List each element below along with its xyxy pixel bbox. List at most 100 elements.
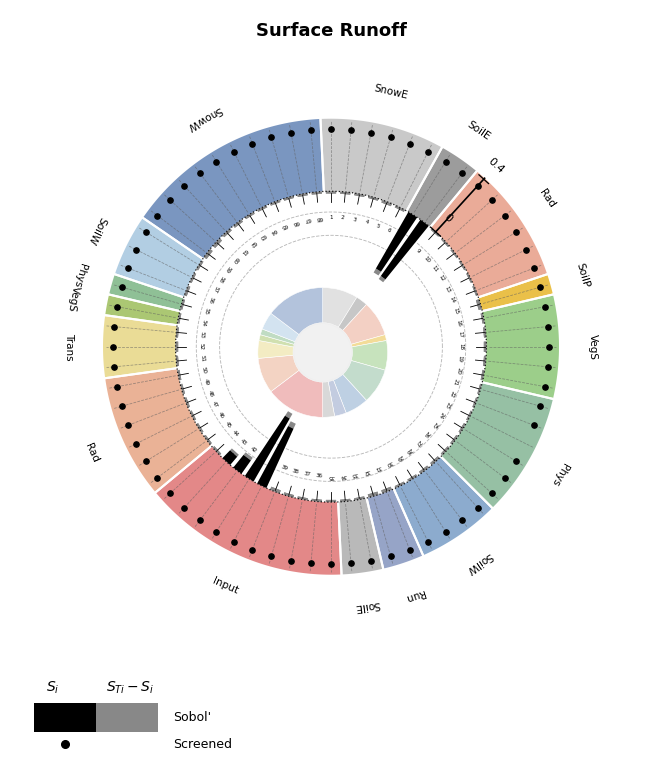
Text: 52: 52 — [199, 343, 204, 351]
Polygon shape — [288, 421, 296, 429]
Text: SnowE: SnowE — [373, 83, 409, 101]
Text: 8: 8 — [406, 240, 412, 246]
Wedge shape — [260, 329, 323, 352]
Polygon shape — [354, 193, 365, 197]
Polygon shape — [431, 229, 440, 237]
Text: 29: 29 — [395, 453, 403, 461]
Polygon shape — [481, 313, 485, 324]
Text: 28: 28 — [404, 446, 413, 454]
Polygon shape — [312, 499, 322, 502]
Polygon shape — [244, 453, 253, 460]
Polygon shape — [283, 196, 294, 200]
Polygon shape — [143, 119, 324, 259]
Polygon shape — [270, 487, 281, 494]
Polygon shape — [483, 294, 559, 399]
Text: 55: 55 — [203, 307, 210, 315]
Polygon shape — [312, 191, 322, 194]
Polygon shape — [270, 487, 281, 494]
Text: 30: 30 — [385, 459, 393, 466]
Polygon shape — [204, 249, 213, 259]
Polygon shape — [430, 456, 440, 465]
Polygon shape — [180, 384, 185, 394]
Polygon shape — [477, 384, 482, 394]
Polygon shape — [257, 426, 293, 488]
Polygon shape — [109, 274, 183, 311]
Circle shape — [293, 323, 352, 382]
Polygon shape — [395, 205, 405, 212]
Polygon shape — [326, 500, 336, 502]
Polygon shape — [340, 499, 350, 502]
Text: SoilE: SoilE — [354, 599, 381, 613]
Text: Input: Input — [211, 576, 240, 596]
Text: 26: 26 — [422, 430, 431, 438]
Text: 9: 9 — [415, 248, 421, 254]
Polygon shape — [189, 411, 196, 421]
Polygon shape — [213, 239, 222, 248]
Polygon shape — [483, 327, 486, 338]
Text: 59: 59 — [224, 264, 232, 273]
Text: VegS: VegS — [66, 285, 81, 312]
Polygon shape — [441, 239, 449, 247]
Polygon shape — [230, 448, 239, 456]
Polygon shape — [472, 286, 478, 296]
Polygon shape — [176, 356, 179, 367]
Polygon shape — [406, 148, 477, 227]
Polygon shape — [450, 435, 458, 444]
Text: 40: 40 — [269, 459, 277, 466]
Text: Rad: Rad — [83, 441, 100, 463]
Polygon shape — [338, 498, 383, 575]
Polygon shape — [245, 212, 255, 219]
Polygon shape — [177, 313, 181, 324]
Polygon shape — [320, 119, 442, 211]
Polygon shape — [213, 239, 222, 248]
Polygon shape — [466, 273, 473, 283]
Polygon shape — [222, 450, 237, 465]
Polygon shape — [459, 261, 466, 271]
Polygon shape — [373, 268, 381, 275]
Polygon shape — [204, 249, 213, 259]
Polygon shape — [189, 411, 196, 421]
Wedge shape — [323, 341, 387, 370]
Polygon shape — [476, 299, 482, 310]
Polygon shape — [483, 356, 486, 367]
Text: 12: 12 — [437, 274, 445, 283]
Polygon shape — [196, 261, 203, 271]
Text: 68: 68 — [315, 215, 323, 220]
Wedge shape — [271, 287, 323, 352]
Polygon shape — [395, 482, 405, 488]
Polygon shape — [354, 193, 365, 197]
Text: 24: 24 — [437, 411, 445, 419]
Text: 39: 39 — [280, 464, 289, 471]
Polygon shape — [430, 456, 440, 465]
Text: SoilP: SoilP — [575, 261, 591, 289]
Polygon shape — [184, 286, 191, 296]
Wedge shape — [323, 352, 346, 416]
Text: 31: 31 — [373, 464, 382, 471]
Polygon shape — [340, 499, 350, 502]
Text: Phys: Phys — [549, 461, 570, 487]
Polygon shape — [184, 397, 190, 408]
Polygon shape — [283, 196, 294, 200]
Polygon shape — [257, 205, 267, 212]
Text: 5: 5 — [375, 223, 381, 229]
Polygon shape — [381, 200, 392, 207]
Text: 58: 58 — [217, 274, 225, 283]
Polygon shape — [213, 446, 221, 455]
Polygon shape — [368, 196, 379, 200]
Polygon shape — [483, 356, 486, 367]
Polygon shape — [450, 249, 458, 258]
Polygon shape — [283, 492, 294, 498]
Polygon shape — [177, 370, 181, 380]
Polygon shape — [430, 171, 547, 297]
Wedge shape — [323, 352, 385, 400]
Polygon shape — [472, 286, 478, 296]
Polygon shape — [115, 218, 203, 297]
Text: 6: 6 — [386, 228, 391, 234]
Polygon shape — [479, 274, 553, 311]
Text: Screened: Screened — [173, 738, 232, 751]
Text: Rad: Rad — [537, 187, 557, 210]
Polygon shape — [270, 200, 281, 206]
Polygon shape — [180, 299, 185, 309]
Polygon shape — [381, 487, 392, 494]
Polygon shape — [297, 496, 308, 501]
